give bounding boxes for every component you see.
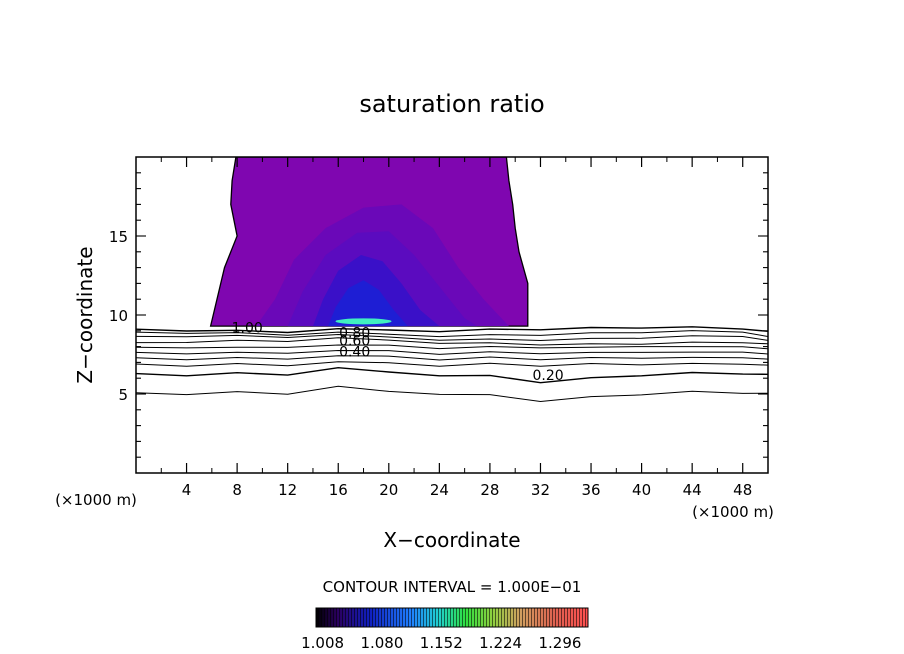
x-tick-label: 40 <box>632 481 651 499</box>
x-tick-label: 8 <box>232 481 242 499</box>
contour-line <box>136 349 768 355</box>
y-tick-label: 10 <box>109 307 128 325</box>
contour-line <box>136 330 768 338</box>
contour-line <box>136 337 768 346</box>
contour-line <box>136 326 768 334</box>
contour-label: 0.40 <box>339 344 370 360</box>
y-axis-label: Z−coordinate <box>73 246 97 383</box>
fill-core-highlight <box>335 318 392 325</box>
x-tick-label: 36 <box>581 481 600 499</box>
x-tick-label: 24 <box>430 481 449 499</box>
contour-label: 0.60 <box>339 333 370 349</box>
contour-label: 0.80 <box>339 325 370 341</box>
colorbar-frame <box>315 607 589 628</box>
y-tick-label: 15 <box>109 228 128 246</box>
x-tick-label: 16 <box>329 481 348 499</box>
colorbar-tick-label: 1.152 <box>420 634 463 652</box>
contour-interval-text: CONTOUR INTERVAL = 1.000E−01 <box>323 578 582 596</box>
contour-label: 0.20 <box>532 368 563 384</box>
x-tick-label: 28 <box>480 481 499 499</box>
x-tick-label: 20 <box>379 481 398 499</box>
contour-line <box>136 355 768 361</box>
contour-lines <box>136 326 768 403</box>
contour-line <box>136 361 768 367</box>
contour-line <box>136 333 768 342</box>
colorbar-tick-label: 1.008 <box>301 634 344 652</box>
x-tick-label: 48 <box>733 481 752 499</box>
x-tick-label: 12 <box>278 481 297 499</box>
supersaturation-fill <box>209 157 529 327</box>
x-unit-label-left: (×1000 m) <box>55 491 137 509</box>
chart-title: saturation ratio <box>359 90 544 118</box>
colorbar-tick-label: 1.224 <box>479 634 522 652</box>
y-tick-label: 5 <box>118 386 128 404</box>
colorbar-tick-label: 1.080 <box>360 634 403 652</box>
x-unit-label-right: (×1000 m) <box>692 503 774 521</box>
x-tick-label: 4 <box>182 481 192 499</box>
contour-line <box>136 344 768 350</box>
contour-label: 1.00 <box>232 321 263 337</box>
contour-line <box>136 385 768 403</box>
x-axis-label: X−coordinate <box>383 528 520 552</box>
contour-line <box>136 366 768 384</box>
colorbar-tick-labels: 1.008 1.080 1.152 1.224 1.296 <box>301 634 581 652</box>
colorbar-levels <box>316 608 588 627</box>
x-tick-label: 32 <box>531 481 550 499</box>
x-tick-label: 44 <box>683 481 702 499</box>
contour-label-layer: 1.00 0.800.600.40 0.20 <box>232 321 564 384</box>
colorbar-tick-label: 1.296 <box>538 634 581 652</box>
fill-level-5 <box>328 280 408 327</box>
